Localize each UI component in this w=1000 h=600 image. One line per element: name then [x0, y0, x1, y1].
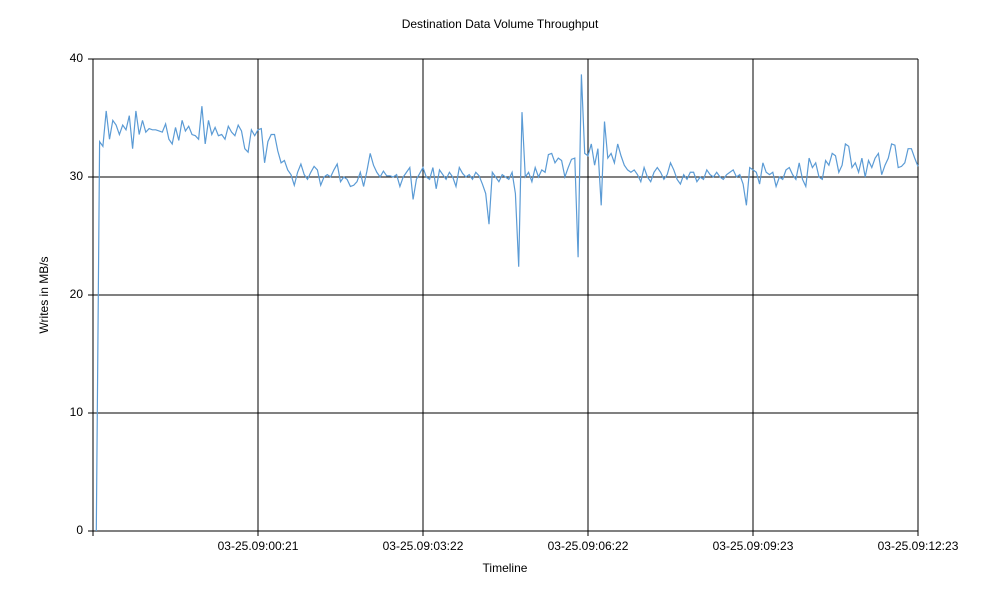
x-tick-label: 03-25.09:12:23: [878, 539, 959, 553]
y-tick-label: 10: [70, 405, 84, 419]
chart-title: Destination Data Volume Throughput: [402, 17, 599, 31]
data-line: [95, 74, 919, 532]
y-tick-label: 0: [76, 523, 83, 537]
x-tick-label: 03-25.09:06:22: [548, 539, 629, 553]
y-tick-label: 20: [70, 287, 84, 301]
x-axis-title: Timeline: [483, 561, 528, 575]
y-axis-title: Writes in MB/s: [37, 256, 51, 333]
x-tick-label: 03-25.09:03:22: [383, 539, 464, 553]
y-tick-label: 40: [70, 51, 84, 65]
x-tick-label: 03-25.09:09:23: [713, 539, 794, 553]
y-tick-label: 30: [70, 169, 84, 183]
x-tick-label: 03-25.09:00:21: [218, 539, 299, 553]
